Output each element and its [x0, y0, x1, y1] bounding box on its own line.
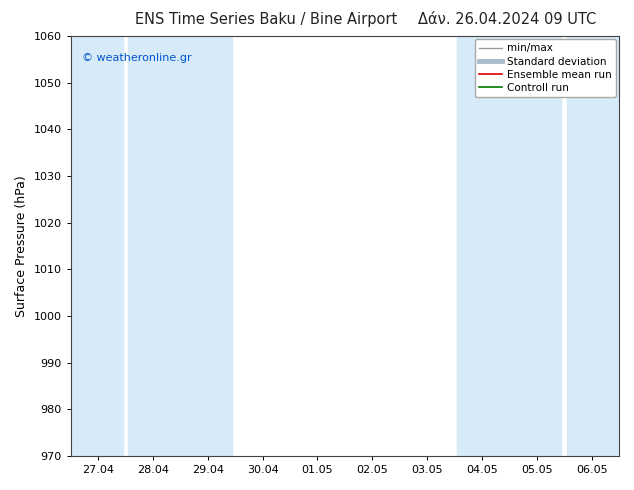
Y-axis label: Surface Pressure (hPa): Surface Pressure (hPa) [15, 175, 28, 317]
Bar [71, 36, 123, 456]
Bar [567, 36, 619, 456]
Text: © weatheronline.gr: © weatheronline.gr [82, 53, 191, 63]
Legend: min/max, Standard deviation, Ensemble mean run, Controll run: min/max, Standard deviation, Ensemble me… [475, 39, 616, 97]
Bar [128, 36, 233, 456]
Bar [457, 36, 562, 456]
Text: Δάν. 26.04.2024 09 UTC: Δάν. 26.04.2024 09 UTC [418, 12, 597, 27]
Text: ENS Time Series Baku / Bine Airport: ENS Time Series Baku / Bine Airport [135, 12, 398, 27]
